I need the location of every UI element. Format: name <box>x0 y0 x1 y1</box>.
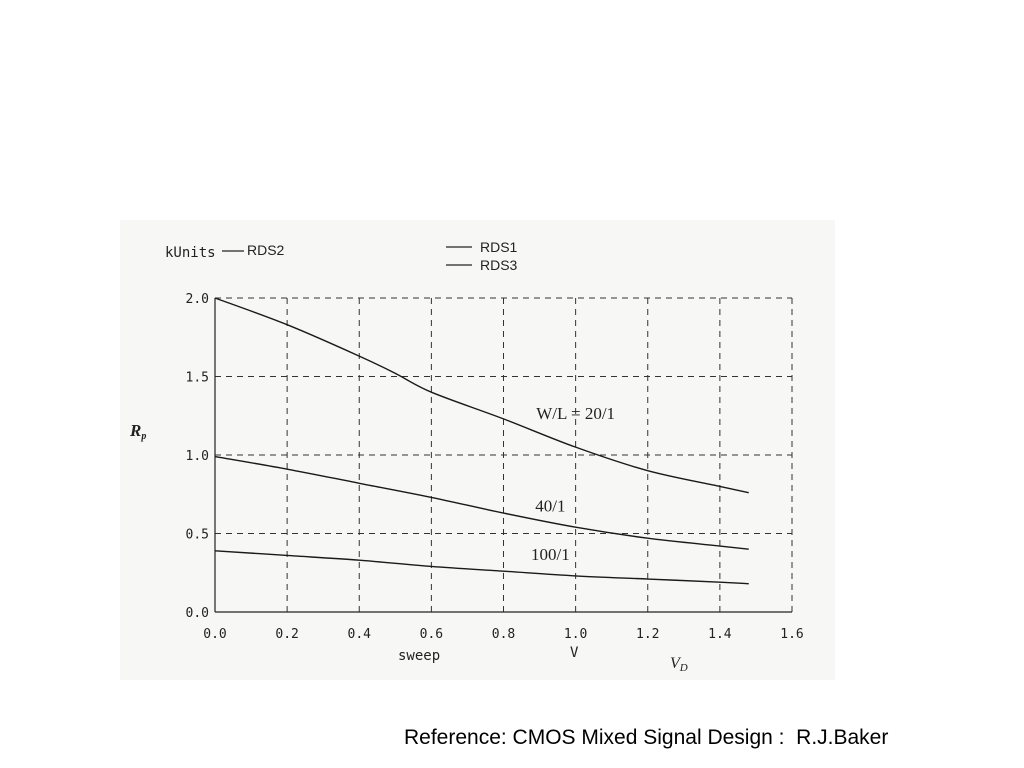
x-tick-label: 0.8 <box>492 627 515 642</box>
reference-caption: Reference: CMOS Mixed Signal Design : R.… <box>404 726 889 749</box>
legend-rds3: RDS3 <box>480 257 518 273</box>
units-label: kUnits <box>165 245 216 261</box>
x-axis-label-sweep: sweep <box>398 648 440 664</box>
x-tick-label: 0.2 <box>275 627 298 642</box>
tick-labels: 0.0 0.2 0.4 0.6 0.8 1.0 1.2 1.4 1.6 0.0 0.5 1.0 1.5 2… <box>186 292 804 642</box>
series-lines <box>214 297 749 585</box>
curve-annotation-2: 40/1 <box>535 497 565 516</box>
x-tick-label: 1.2 <box>636 627 659 642</box>
grid-lines <box>215 297 793 612</box>
x-tick-label: 0.6 <box>420 627 443 642</box>
x-tick-label: 0.4 <box>348 627 372 642</box>
y-tick-label: 1.0 <box>186 449 209 464</box>
y-tick-label: 1.5 <box>186 371 209 386</box>
legend-rds1: RDS1 <box>480 239 518 255</box>
chart-scan: 0.0 0.2 0.4 0.6 0.8 1.0 1.2 1.4 1.6 0.0 0.5 1.0 1.5 2… <box>120 220 835 680</box>
x-tick-label: 1.6 <box>780 627 803 642</box>
y-tick-label: 0.5 <box>186 528 209 543</box>
legend-rds2: RDS2 <box>247 242 285 258</box>
series-line-3 <box>214 550 749 585</box>
curve-annotation-3: 100/1 <box>531 545 570 564</box>
annotations: W/L = 20/1 40/1 100/1 <box>531 404 615 564</box>
y-tick-label: 0.0 <box>186 606 209 621</box>
series-line-1 <box>214 297 749 494</box>
x-axis-unit: V <box>570 645 579 661</box>
y-axis-label: Rp <box>129 421 146 442</box>
x-tick-label: 1.4 <box>708 627 732 642</box>
x-axis-label-vd: VD <box>670 655 688 674</box>
series-line-2 <box>214 455 749 550</box>
y-tick-label: 2.0 <box>186 292 209 307</box>
axes <box>214 298 792 613</box>
x-tick-label: 0.0 <box>203 627 226 642</box>
x-tick-label: 1.0 <box>564 627 587 642</box>
chart-plot: 0.0 0.2 0.4 0.6 0.8 1.0 1.2 1.4 1.6 0.0 0.5 1.0 1.5 2… <box>129 239 804 674</box>
curve-annotation-1: W/L = 20/1 <box>536 404 615 423</box>
